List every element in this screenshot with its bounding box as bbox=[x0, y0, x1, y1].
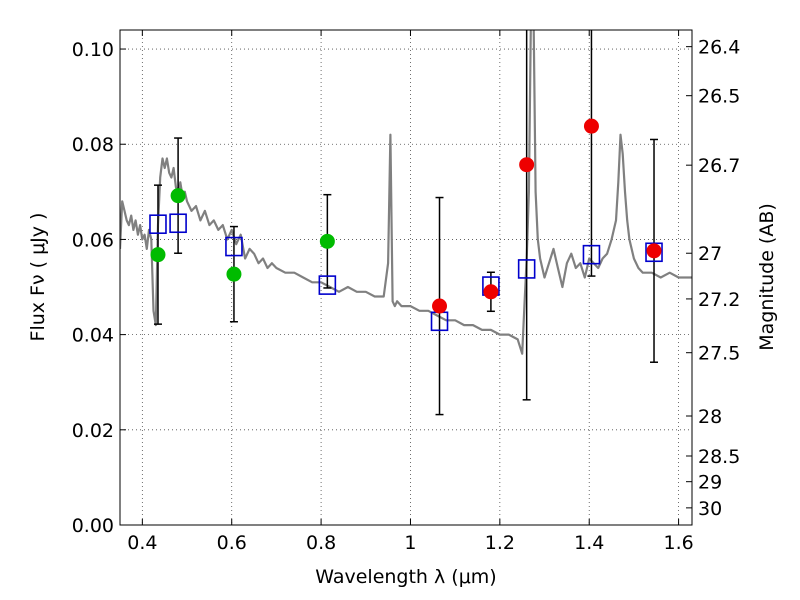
x-tick-label: 0.4 bbox=[127, 532, 157, 554]
y-tick-label: 0.10 bbox=[72, 39, 114, 61]
optical-point bbox=[319, 233, 335, 249]
model-point bbox=[517, 259, 536, 279]
model-point bbox=[645, 242, 663, 263]
model-point bbox=[149, 214, 167, 234]
nir-point bbox=[519, 157, 535, 173]
model-point bbox=[169, 213, 187, 234]
tick-marks bbox=[120, 30, 692, 526]
x-tick-label: 0.6 bbox=[217, 532, 247, 554]
model-point bbox=[582, 244, 601, 265]
spectrum-layer bbox=[120, 30, 692, 355]
y-tick-label: 0.04 bbox=[72, 325, 114, 347]
optical-point bbox=[150, 247, 166, 263]
magnitude-axis-title: Magnitude (AB) bbox=[756, 203, 778, 351]
x-tick-label: 1 bbox=[404, 532, 416, 554]
model-point bbox=[225, 236, 243, 257]
grid-lines bbox=[120, 30, 692, 525]
y-axis-title: Flux Fν ( μJy ) bbox=[27, 213, 49, 342]
model-point bbox=[318, 275, 337, 295]
mag-tick-label: 27 bbox=[698, 243, 722, 265]
x-tick-label: 1.4 bbox=[574, 532, 604, 554]
y-tick-label: 0.02 bbox=[72, 420, 114, 442]
nir-point bbox=[583, 118, 599, 134]
mag-tick-label: 26.4 bbox=[698, 37, 740, 59]
optical-point bbox=[226, 266, 242, 282]
spectrum-line bbox=[120, 30, 692, 355]
y-tick-label: 0.00 bbox=[72, 515, 114, 537]
x-axis-title: Wavelength λ (μm) bbox=[315, 566, 496, 588]
nir-point bbox=[646, 243, 662, 259]
marker-layer bbox=[149, 30, 663, 416]
x-tick-label: 1.2 bbox=[485, 532, 515, 554]
mag-tick-label: 27.2 bbox=[698, 289, 740, 311]
mag-tick-label: 26.7 bbox=[698, 155, 740, 177]
mag-tick-label: 30 bbox=[698, 498, 722, 520]
mag-tick-label: 28 bbox=[698, 406, 722, 428]
mag-tick-label: 29 bbox=[698, 472, 722, 494]
nir-point bbox=[483, 284, 499, 300]
y-tick-label: 0.06 bbox=[72, 229, 114, 251]
nir-point bbox=[432, 298, 448, 314]
plot-frame bbox=[119, 29, 693, 526]
y-tick-label: 0.08 bbox=[72, 134, 114, 156]
mag-tick-label: 28.5 bbox=[698, 446, 740, 468]
x-tick-label: 1.6 bbox=[663, 532, 693, 554]
optical-point bbox=[170, 188, 186, 204]
tick-labels: 0.4 0.6 0.8 1 1.2 1.4 1.6 0.00 0.02 0.04 0.06 0.08 0… bbox=[72, 37, 741, 554]
mag-tick-label: 26.5 bbox=[698, 86, 740, 108]
x-tick-label: 0.8 bbox=[306, 532, 336, 554]
mag-tick-label: 27.5 bbox=[698, 343, 740, 365]
